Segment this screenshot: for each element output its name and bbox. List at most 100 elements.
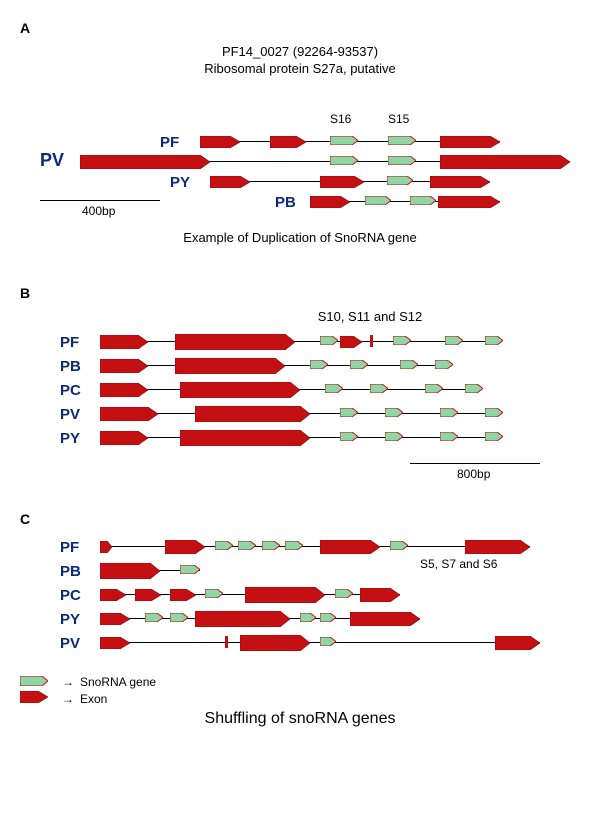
track-label: PV (40, 150, 64, 171)
sno-arrow (370, 384, 388, 394)
exon-arrow (465, 540, 530, 552)
exon-arrow (210, 176, 250, 188)
exon-arrow (100, 383, 148, 395)
exon-arrow (440, 155, 570, 167)
tiny-exon (370, 335, 373, 347)
track-PC: PC (20, 585, 580, 605)
exon-arrow (100, 431, 148, 443)
exon-arrow (100, 335, 148, 347)
track-PV: PV (20, 633, 580, 653)
track-PV: PV (20, 404, 580, 424)
exon-arrow (100, 541, 112, 553)
panel-a-caption: Example of Duplication of SnoRNA gene (20, 230, 580, 245)
track-PY: PY (20, 172, 580, 192)
legend: → SnoRNA gene → Exon (20, 675, 580, 706)
exon-arrow (430, 176, 490, 188)
track-PB: PB (20, 561, 580, 581)
sno-arrow (170, 613, 188, 623)
exon-arrow (170, 589, 196, 601)
sno-arrow (340, 408, 358, 418)
track-label: PY (170, 174, 190, 191)
exon-arrow (360, 588, 400, 600)
track-PC: PC (20, 380, 580, 400)
panel-a-scale: 400bp (20, 192, 580, 218)
track-label: PF (60, 334, 79, 351)
legend-sno-text: SnoRNA gene (80, 675, 156, 689)
track-label: PB (60, 358, 81, 375)
exon-arrow (440, 136, 500, 148)
panel-b-title: S10, S11 and S12 (160, 309, 580, 324)
exon-arrow (100, 359, 148, 371)
sno-arrow (330, 156, 358, 166)
sno-arrow (440, 408, 458, 418)
track-label: PF (160, 134, 179, 151)
track-label: PV (60, 406, 80, 423)
sno-arrow (285, 541, 303, 551)
track-label: PY (60, 430, 80, 447)
exon-arrow (100, 407, 158, 419)
legend-exon-icon (20, 691, 60, 706)
exon-arrow (340, 336, 362, 348)
exon-arrow (270, 136, 306, 148)
sno-arrow (435, 360, 453, 370)
track-PV: PV (20, 152, 580, 172)
sno-arrow (238, 541, 256, 551)
sno-arrow (330, 136, 358, 146)
sno-arrow (145, 613, 163, 623)
sno-arrow (385, 432, 403, 442)
exon-arrow (100, 563, 160, 575)
sno-arrow (393, 336, 411, 346)
exon-arrow (175, 358, 285, 370)
exon-arrow (100, 589, 126, 601)
exon-arrow (240, 635, 310, 647)
sno-arrow (388, 136, 416, 146)
sno-arrow (440, 432, 458, 442)
track-PF: PF (20, 537, 580, 557)
panel-a-header1: PF14_0027 (92264-93537) (20, 44, 580, 59)
exon-arrow (195, 406, 310, 418)
track-PF: PF (20, 132, 580, 152)
legend-exon-text: Exon (80, 692, 107, 706)
sno-arrow (425, 384, 443, 394)
s16-label: S16 (330, 112, 351, 126)
exon-arrow (175, 334, 295, 346)
sno-arrow (485, 432, 503, 442)
track-label: PC (60, 587, 81, 604)
sno-arrow (340, 432, 358, 442)
exon-arrow (350, 612, 420, 624)
panel-a-header2: Ribosomal protein S27a, putative (20, 61, 580, 76)
sno-arrow (388, 156, 416, 166)
sno-arrow (485, 408, 503, 418)
panel-b-scale: 800bp (20, 455, 580, 481)
sno-arrow (320, 613, 336, 623)
sno-arrow (320, 336, 338, 346)
exon-arrow (165, 540, 205, 552)
sno-arrow (205, 589, 223, 599)
sno-arrow (262, 541, 280, 551)
sno-arrow (385, 408, 403, 418)
sno-arrow (325, 384, 343, 394)
sno-arrow (180, 565, 200, 575)
panel-b-label: B (20, 285, 580, 301)
sno-arrow (390, 541, 408, 551)
panel-c-diagram: S5, S7 and S6 PF PB PC PY PV (20, 535, 580, 665)
track-PB: PB (20, 356, 580, 376)
panel-b-diagram: PF PB PC PV PY (20, 330, 580, 455)
exon-arrow (135, 589, 161, 601)
exon-arrow (200, 136, 240, 148)
track-label: PF (60, 539, 79, 556)
tiny-exon (225, 636, 228, 648)
s15-label: S15 (388, 112, 409, 126)
sno-arrow (335, 589, 353, 599)
exon-arrow (80, 155, 210, 167)
track-label: PB (60, 563, 81, 580)
exon-arrow (100, 637, 130, 649)
exon-arrow (320, 176, 364, 188)
panel-c-label: C (20, 511, 580, 527)
track-PY: PY (20, 428, 580, 448)
exon-arrow (495, 636, 540, 648)
sno-arrow (310, 360, 328, 370)
track-label: PY (60, 611, 80, 628)
panel-a-label: A (20, 20, 580, 36)
exon-arrow (180, 382, 300, 394)
